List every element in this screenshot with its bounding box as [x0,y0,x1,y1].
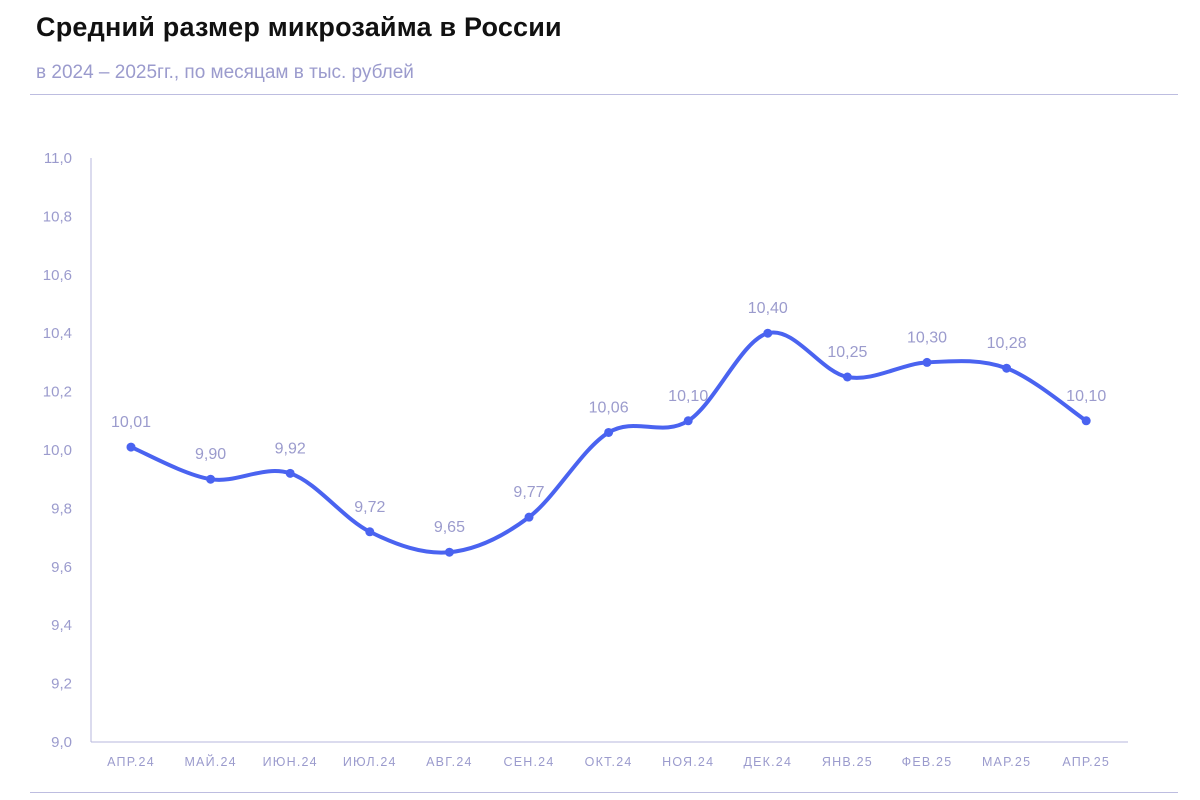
data-point [206,474,216,484]
x-tick-label: СЕН.24 [504,755,555,769]
data-label: 10,28 [987,335,1027,352]
data-label: 10,01 [111,414,151,431]
y-tick-labels: 9,0 9,2 9,4 9,6 9,8 10,0 10,2 10,4 10,6 10,8 11,0 [43,150,72,751]
x-tick-label: МАР.25 [982,755,1031,769]
y-tick-label: 10,8 [43,208,72,225]
data-point [1002,363,1012,373]
y-tick-label: 9,6 [51,559,72,576]
chart-title: Средний размер микрозайма в России [36,12,562,42]
data-label: 9,77 [513,484,544,501]
chart-axes [90,158,1128,743]
data-points [126,328,1091,557]
data-point [683,416,693,426]
x-tick-label: ОКТ.24 [585,755,633,769]
x-tick-label: ИЮЛ.24 [343,755,397,769]
data-label: 10,30 [907,329,947,346]
data-label: 10,40 [748,300,788,317]
data-point [763,328,773,338]
y-tick-label: 10,4 [43,325,72,342]
data-point [1081,416,1091,426]
y-tick-label: 10,0 [43,442,72,459]
data-label: 9,65 [434,519,465,536]
data-point [285,468,295,478]
data-point [842,372,852,382]
data-point [922,357,932,367]
data-label: 9,90 [195,446,226,463]
data-point [524,512,534,522]
top-divider [30,94,1178,95]
data-point [604,427,614,437]
y-tick-label: 9,0 [51,734,72,751]
chart-subtitle: в 2024 – 2025гг., по месяцам в тыс. рубл… [36,62,414,83]
y-tick-label: 9,2 [51,676,72,693]
data-labels: 10,01 9,90 9,92 9,72 9,65 9,77 10,06 10,10 10,40… [111,300,1106,536]
x-tick-label: МАЙ.24 [184,754,236,769]
data-label: 9,92 [275,440,306,457]
y-tick-label: 10,6 [43,267,72,284]
data-label: 10,10 [1066,388,1106,405]
data-label: 10,25 [827,344,867,361]
data-point [365,527,375,537]
y-tick-label: 10,2 [43,384,72,401]
x-tick-label: АВГ.24 [426,755,473,769]
x-tick-label: АПР.24 [107,755,155,769]
x-tick-labels: АПР.24 МАЙ.24 ИЮН.24 ИЮЛ.24 АВГ.24 СЕН.24 ОКТ.… [107,754,1110,769]
x-tick-label: ДЕК.24 [743,755,792,769]
y-tick-label: 9,4 [51,617,72,634]
data-label: 10,10 [668,388,708,405]
x-tick-label: АПР.25 [1062,755,1110,769]
bottom-divider [30,792,1178,793]
data-label: 10,06 [589,399,629,416]
data-point [126,442,136,452]
x-tick-label: ЯНВ.25 [822,755,873,769]
x-tick-label: НОЯ.24 [662,755,714,769]
x-tick-label: ИЮН.24 [263,755,318,769]
data-point [444,547,454,557]
data-label: 9,72 [354,499,385,516]
y-tick-label: 9,8 [51,500,72,517]
y-tick-label: 11,0 [44,150,72,167]
x-tick-label: ФЕВ.25 [902,755,953,769]
